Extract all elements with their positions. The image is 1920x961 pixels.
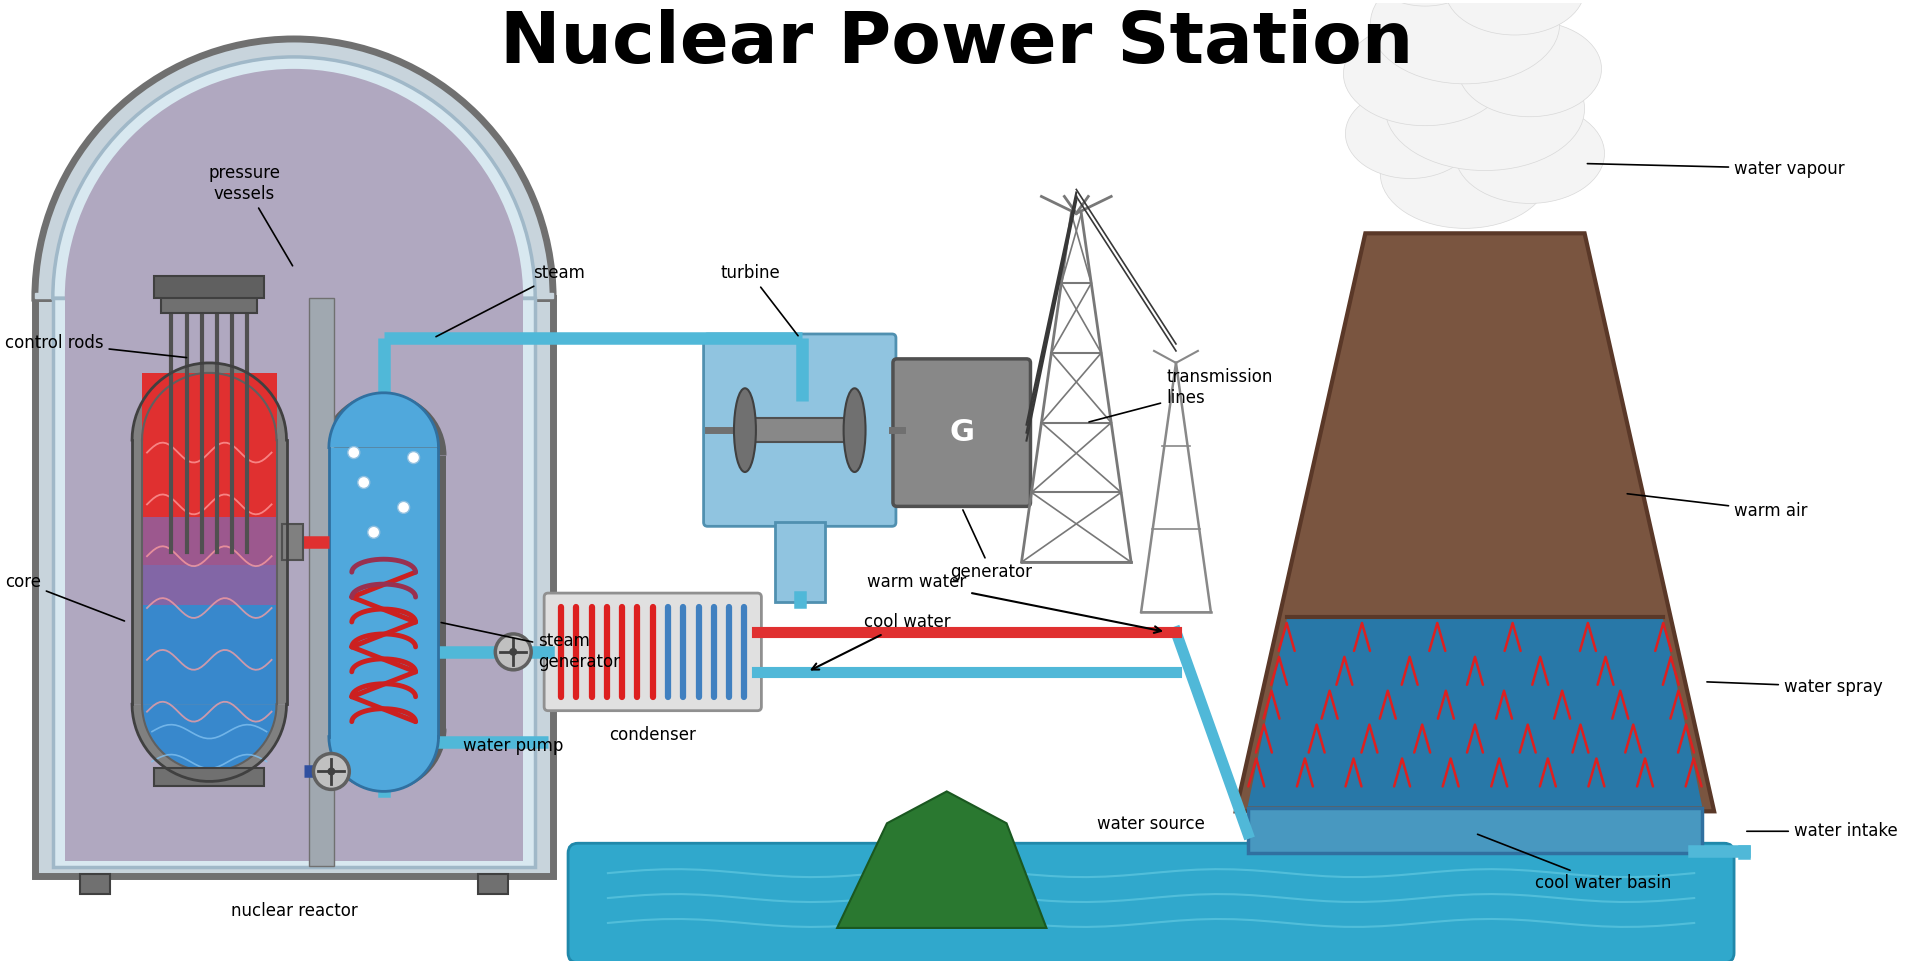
Circle shape [407,452,420,463]
Text: core: core [6,573,125,621]
Circle shape [369,527,380,538]
Bar [776,523,826,602]
Bar [745,418,854,442]
Circle shape [397,502,409,513]
Bar [142,545,276,704]
Bar [142,517,276,604]
Text: water vapour: water vapour [1588,160,1845,178]
FancyBboxPatch shape [543,593,762,711]
FancyBboxPatch shape [703,334,897,527]
Wedge shape [321,728,447,792]
Wedge shape [321,393,447,456]
Text: cool water: cool water [812,613,950,670]
Text: warm water: warm water [868,573,1162,633]
Bar [142,373,276,565]
Ellipse shape [1446,0,1584,35]
Wedge shape [65,69,524,298]
Circle shape [495,634,532,670]
Ellipse shape [1365,0,1484,6]
Text: transmission
lines: transmission lines [1089,368,1273,422]
Text: G: G [948,418,973,447]
Ellipse shape [1371,0,1559,84]
Text: control rods: control rods [6,333,186,357]
Bar [321,456,447,728]
Wedge shape [132,704,286,781]
Text: water pump: water pump [463,736,563,754]
Bar [478,875,509,894]
Ellipse shape [733,388,756,472]
Circle shape [328,768,336,776]
Text: condenser: condenser [609,726,697,744]
Polygon shape [1248,617,1703,806]
Bar [282,525,303,560]
Text: pressure
vessels: pressure vessels [207,164,292,266]
Bar [132,440,286,704]
Bar [1248,808,1703,853]
Wedge shape [328,393,438,448]
Text: generator: generator [950,510,1033,581]
Circle shape [509,648,516,655]
Text: steam: steam [436,264,586,336]
Polygon shape [1236,234,1715,811]
Text: warm air: warm air [1626,494,1807,520]
Wedge shape [328,736,438,792]
Ellipse shape [1455,104,1605,204]
Wedge shape [142,373,276,440]
Bar [54,298,536,867]
Bar [35,298,553,876]
Text: Nuclear Power Station: Nuclear Power Station [499,10,1413,79]
Ellipse shape [1346,88,1475,179]
Ellipse shape [843,388,866,472]
Ellipse shape [1344,22,1507,126]
Bar [142,373,276,565]
Ellipse shape [1380,119,1549,229]
Bar [154,769,265,786]
Bar [65,298,524,861]
Polygon shape [837,792,1046,928]
Wedge shape [54,57,536,298]
Text: water intake: water intake [1747,823,1897,840]
FancyBboxPatch shape [893,358,1031,506]
Wedge shape [35,39,553,298]
Bar [161,295,257,313]
Bar [328,448,438,736]
Bar [154,276,265,298]
Text: cool water basin: cool water basin [1478,834,1670,892]
Circle shape [348,447,359,458]
Wedge shape [142,704,276,772]
FancyBboxPatch shape [568,843,1734,961]
Circle shape [313,753,349,789]
Bar [81,875,109,894]
Ellipse shape [1457,21,1601,116]
Circle shape [357,477,371,488]
Bar [309,298,334,866]
Ellipse shape [1384,47,1584,170]
Text: nuclear reactor: nuclear reactor [230,902,357,920]
Text: water spray: water spray [1707,678,1884,696]
Text: turbine: turbine [720,264,799,335]
Text: steam
generator: steam generator [442,623,620,672]
Text: water source: water source [1096,815,1206,833]
Wedge shape [132,363,286,440]
Polygon shape [35,293,553,298]
